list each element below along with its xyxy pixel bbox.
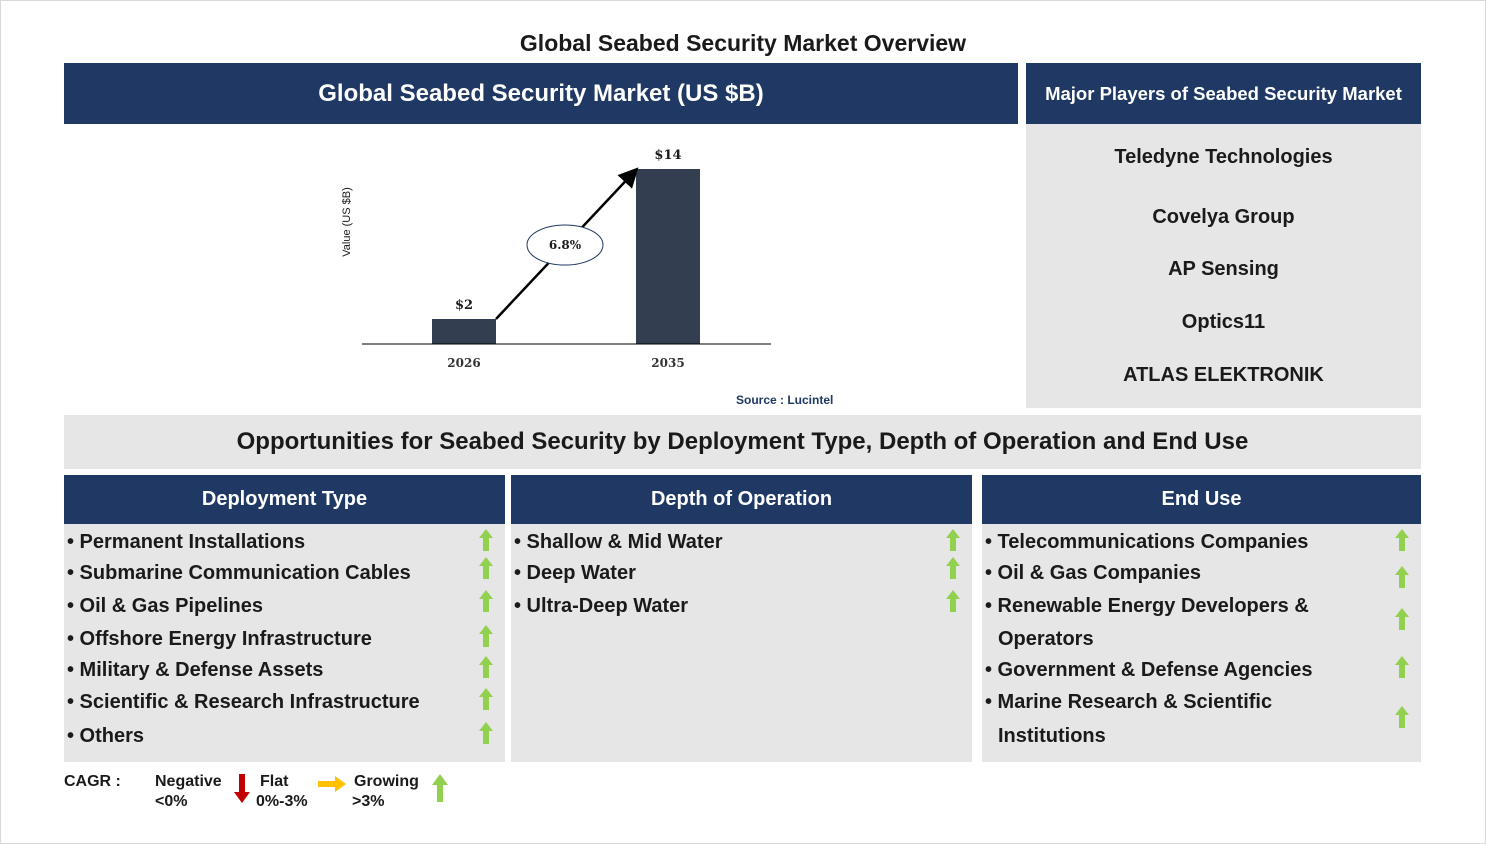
growth-arrow-icon (1395, 656, 1409, 678)
x-tick-label: 2026 (447, 356, 480, 370)
list-item: • Military & Defense Assets (67, 659, 324, 681)
opportunities-title: Opportunities for Seabed Security by Dep… (64, 415, 1421, 469)
player-optics11: Optics11 (1181, 311, 1266, 333)
down-arrow-icon (234, 774, 250, 803)
list-item: • Others (67, 725, 145, 747)
players-header: Major Players of Seabed Security Market (1026, 63, 1421, 124)
list-item: • Telecommunications Companies (985, 531, 1309, 553)
list-item-continuation: Institutions (998, 725, 1106, 747)
player-covelya: Covelya Group (1152, 206, 1295, 228)
market-header: Global Seabed Security Market (US $B) (64, 63, 1018, 124)
deployment-type-panel (64, 524, 505, 762)
growth-arrow-icon (1395, 608, 1409, 630)
data-label: $2 (455, 298, 473, 313)
list-item: • Government & Defense Agencies (985, 659, 1313, 681)
list-item: • Offshore Energy Infrastructure (67, 628, 372, 650)
x-tick-label: 2035 (651, 356, 684, 370)
growth-arrow-icon (479, 625, 493, 647)
list-item: • Scientific & Research Infrastructure (67, 691, 420, 713)
up-arrow-icon (432, 774, 448, 802)
legend-negative-range: <0% (155, 793, 188, 810)
list-item: • Renewable Energy Developers & (985, 595, 1309, 617)
player-ap-sensing: AP Sensing (1168, 258, 1279, 280)
list-item: • Oil & Gas Pipelines (67, 595, 263, 617)
growth-arrow-icon (479, 656, 493, 678)
cagr-bubble (526, 224, 604, 266)
player-teledyne: Teledyne Technologies (1114, 146, 1333, 168)
depth-of-operation-panel (511, 524, 972, 762)
growth-arrow-icon (479, 722, 493, 744)
legend-flat-range: 0%-3% (256, 793, 308, 810)
right-arrow-icon (318, 776, 346, 792)
depth-of-operation-header: Depth of Operation (511, 475, 972, 524)
list-item: • Deep Water (514, 562, 636, 584)
growth-arrow-icon (1395, 706, 1409, 728)
list-item-continuation: Operators (998, 628, 1094, 650)
end-use-panel (982, 524, 1421, 762)
growth-arrow-icon (1395, 529, 1409, 551)
list-item: • Marine Research & Scientific (985, 691, 1273, 713)
cagr-label: 6.8% (549, 238, 582, 252)
end-use-header: End Use (982, 475, 1421, 524)
growth-arrow-icon (479, 529, 493, 551)
source-note: Source : Lucintel (736, 393, 834, 407)
list-item: • Shallow & Mid Water (514, 531, 723, 553)
players-panel (1026, 124, 1421, 408)
data-label: $14 (654, 148, 681, 163)
legend-cagr-label: CAGR : (64, 773, 121, 790)
deployment-type-header: Deployment Type (64, 475, 505, 524)
bar-2035 (636, 169, 700, 344)
legend-growing-range: >3% (352, 793, 385, 810)
page-title: Global Seabed Security Market Overview (519, 30, 967, 56)
growth-arrow-icon (946, 557, 960, 579)
legend-negative-label: Negative (155, 773, 222, 790)
list-item: • Permanent Installations (67, 531, 306, 553)
legend-growing-label: Growing (354, 773, 419, 790)
y-axis-label: Value (US $B) (341, 187, 353, 257)
growth-arrow-icon (946, 529, 960, 551)
growth-arrow-icon (1395, 566, 1409, 588)
market-bar-chart: Value (US $B) $2 2026 $14 2035 6.8% (341, 148, 771, 370)
legend-flat-label: Flat (260, 773, 289, 790)
growth-arrow-icon (479, 557, 493, 579)
bar-2026 (432, 319, 496, 344)
growth-arrow-icon (946, 590, 960, 612)
list-item: • Oil & Gas Companies (985, 562, 1201, 584)
list-item: • Submarine Communication Cables (67, 562, 411, 584)
list-item: • Ultra-Deep Water (514, 595, 689, 617)
growth-arrow-icon (479, 590, 493, 612)
player-atlas: ATLAS ELEKTRONIK (1123, 364, 1324, 386)
growth-arrow-icon (479, 688, 493, 710)
